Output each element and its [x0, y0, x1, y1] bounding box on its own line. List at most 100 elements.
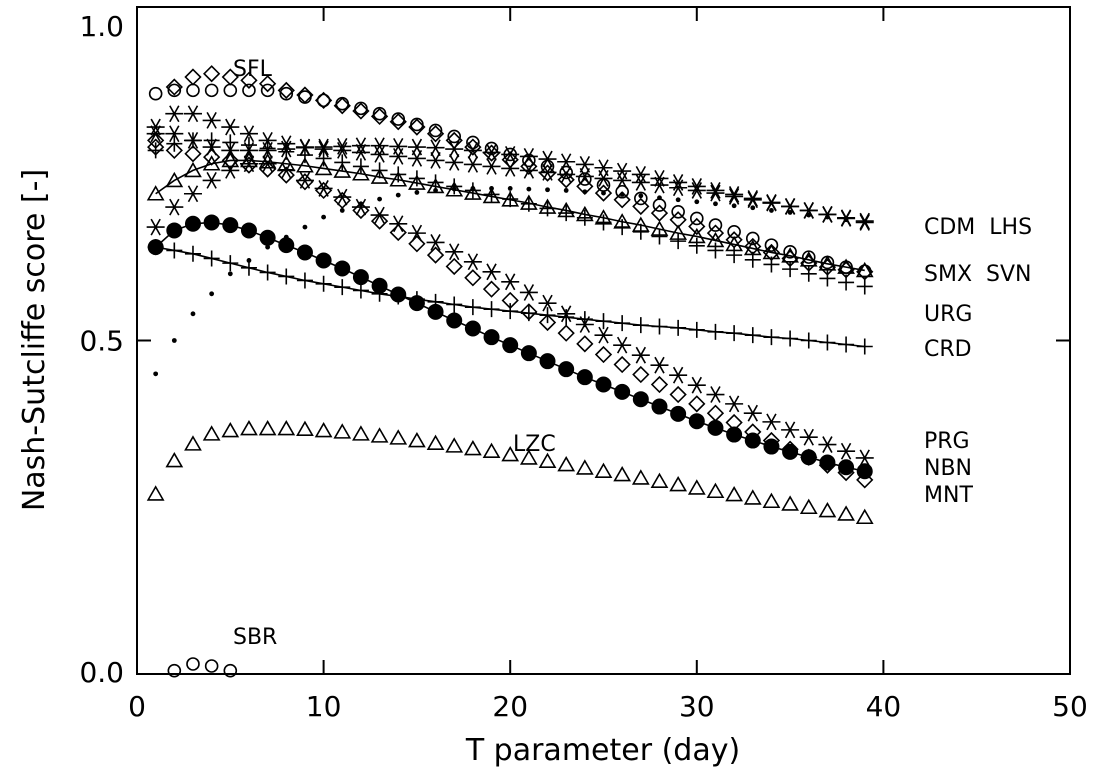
- marker-svn-triangle: [594, 209, 613, 225]
- marker-prg-asterisk: [725, 395, 744, 413]
- marker-svn-triangle: [184, 161, 202, 178]
- marker-crd-plus: [688, 321, 705, 338]
- marker-cdm-asterisk: [463, 156, 482, 173]
- marker-crd-plus: [296, 272, 313, 289]
- marker-lhs-asterisk: [165, 125, 184, 143]
- marker-prg-asterisk: [594, 326, 613, 344]
- marker-svn-triangle: [762, 243, 781, 260]
- marker-svn-triangle: [706, 231, 725, 248]
- marker-smx-plus: [446, 178, 463, 195]
- marker-mnt-diamond: [165, 141, 183, 160]
- marker-urg-dot: [601, 190, 606, 196]
- marker-prg-asterisk: [389, 215, 408, 233]
- marker-nbn-filled-circle: [502, 337, 519, 354]
- marker-lzc-triangle: [781, 495, 799, 511]
- marker-lhs-asterisk: [482, 144, 501, 161]
- marker-nbn-filled-circle: [315, 252, 332, 269]
- marker-urg-dot: [582, 189, 588, 195]
- marker-sfl-circle: [204, 83, 219, 98]
- marker-svn-triangle: [352, 165, 370, 181]
- marker-cdm-asterisk: [725, 188, 744, 205]
- marker-lhs-asterisk: [351, 137, 370, 155]
- marker-svn-triangle: [799, 251, 818, 267]
- marker-svn-triangle: [669, 224, 688, 240]
- marker-cdm-asterisk: [445, 154, 464, 171]
- marker-nbn-filled-circle: [166, 222, 183, 239]
- marker-lzc-triangle: [463, 439, 482, 456]
- marker-sfl-circle: [279, 86, 294, 101]
- marker-urg-dot: [694, 199, 700, 205]
- marker-urg-dot: [862, 219, 868, 225]
- marker-nbn-filled-circle: [819, 454, 836, 471]
- marker-urg-dot: [489, 186, 494, 191]
- marker-nbn-filled-circle: [670, 405, 687, 422]
- site-labels: SFL LZC SBR CDM LHS SMX SVN URG CRD PRG …: [233, 57, 1032, 650]
- marker-mnt-diamond: [744, 423, 762, 441]
- marker-crd-plus: [856, 338, 873, 355]
- marker-mnt-diamond: [725, 413, 743, 432]
- x-tick-label: 30: [679, 690, 715, 723]
- marker-svn-triangle: [333, 162, 352, 178]
- marker-nbn-filled-circle: [203, 214, 220, 231]
- marker-nbn-filled-circle: [464, 320, 481, 337]
- marker-cdm-asterisk: [538, 164, 557, 181]
- marker-smx-plus: [296, 147, 313, 164]
- marker-lhs-asterisk: [389, 138, 408, 155]
- marker-mnt-diamond: [314, 181, 333, 200]
- marker-sfl-circle: [260, 83, 275, 98]
- marker-lzc-triangle: [202, 425, 221, 441]
- marker-lhs-asterisk: [407, 138, 426, 156]
- marker-lhs-asterisk: [631, 166, 650, 183]
- marker-sfl-diamond: [203, 65, 221, 83]
- marker-cdm-asterisk: [146, 118, 165, 136]
- marker-prg-asterisk: [613, 336, 632, 354]
- marker-crd-plus: [595, 313, 612, 330]
- marker-lhs-asterisk: [818, 206, 837, 223]
- marker-mnt-diamond: [426, 246, 445, 264]
- marker-nbn-filled-circle: [763, 438, 780, 455]
- marker-sfl-diamond: [277, 81, 295, 100]
- x-tick-label: 10: [306, 690, 342, 723]
- marker-prg-asterisk: [781, 421, 800, 439]
- marker-mnt-diamond: [184, 145, 202, 163]
- marker-lzc-triangle: [165, 451, 184, 468]
- marker-prg-asterisk: [631, 346, 650, 364]
- marker-urg-dot: [171, 338, 177, 343]
- y-tick-label: 0.5: [79, 325, 124, 358]
- marker-crd-plus: [632, 317, 649, 334]
- marker-cdm-asterisk: [165, 105, 184, 123]
- marker-crd-plus: [502, 303, 519, 320]
- y-tick-label: 1.0: [79, 10, 124, 43]
- marker-cdm-asterisk: [314, 140, 333, 158]
- marker-smx-plus: [651, 228, 668, 245]
- marker-urg-dot: [619, 192, 625, 197]
- marker-prg-asterisk: [146, 218, 165, 236]
- marker-smx-plus: [203, 132, 220, 149]
- marker-mnt-diamond: [221, 151, 239, 170]
- marker-crd-plus: [819, 334, 836, 351]
- marker-mnt-diamond: [762, 431, 781, 450]
- marker-urg-dot: [526, 186, 532, 192]
- marker-urg-dot: [227, 271, 233, 277]
- x-tick-label: 40: [866, 690, 902, 723]
- label-sbr: SBR: [233, 625, 277, 650]
- marker-cdm-asterisk: [706, 184, 725, 202]
- marker-urg-dot: [414, 190, 420, 195]
- marker-cdm-asterisk: [557, 166, 576, 183]
- marker-lhs-asterisk: [799, 202, 818, 219]
- marker-prg-asterisk: [165, 198, 184, 216]
- label-nbn: NBN: [924, 456, 972, 481]
- marker-cdm-asterisk: [650, 176, 669, 194]
- marker-svn-triangle: [370, 168, 389, 184]
- marker-mnt-diamond: [389, 223, 407, 242]
- label-urg: URG: [924, 302, 972, 327]
- marker-cdm-asterisk: [239, 125, 258, 143]
- marker-nbn-filled-circle: [856, 463, 873, 480]
- marker-cdm-asterisk: [333, 142, 352, 159]
- marker-crd-plus: [166, 242, 183, 259]
- marker-smx-plus: [688, 237, 705, 254]
- marker-crd-plus: [707, 323, 724, 340]
- marker-lzc-triangle: [837, 505, 855, 521]
- marker-lhs-asterisk: [650, 170, 669, 187]
